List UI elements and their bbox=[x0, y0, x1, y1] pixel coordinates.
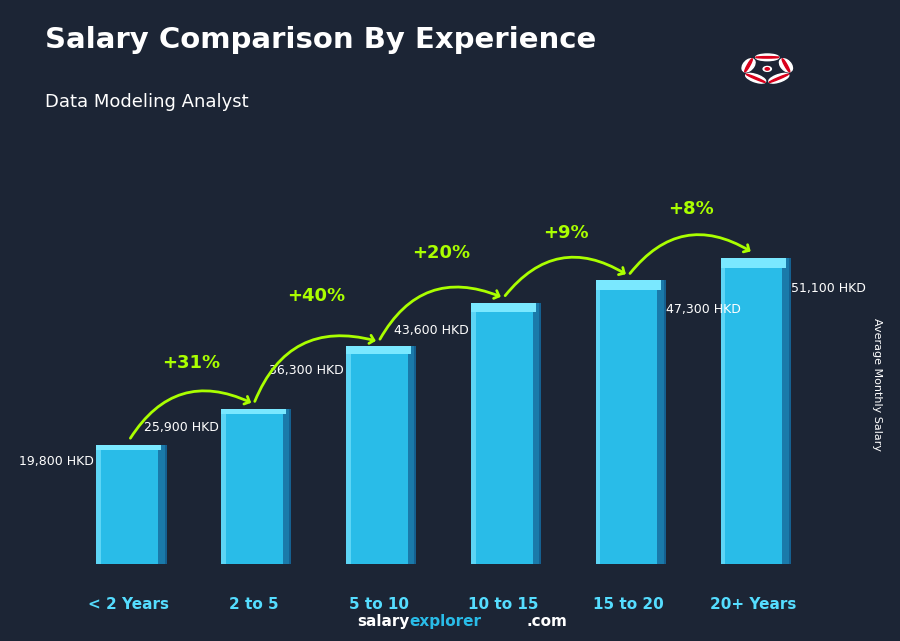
Bar bbox=[346, 346, 351, 564]
Bar bbox=[786, 258, 791, 564]
Text: 43,600 HKD: 43,600 HKD bbox=[393, 324, 469, 337]
Bar bbox=[96, 445, 101, 564]
Text: 47,300 HKD: 47,300 HKD bbox=[666, 303, 741, 316]
Ellipse shape bbox=[779, 59, 793, 72]
Ellipse shape bbox=[769, 74, 788, 83]
Text: 25,900 HKD: 25,900 HKD bbox=[144, 421, 219, 434]
Text: +20%: +20% bbox=[412, 244, 470, 262]
Ellipse shape bbox=[746, 74, 766, 83]
Text: salary: salary bbox=[357, 615, 410, 629]
Bar bbox=[221, 409, 286, 414]
Text: Average Monthly Salary: Average Monthly Salary bbox=[872, 318, 883, 451]
Circle shape bbox=[763, 67, 771, 71]
Bar bbox=[536, 303, 541, 564]
Ellipse shape bbox=[756, 54, 778, 61]
Bar bbox=[471, 303, 475, 564]
Bar bbox=[596, 281, 600, 564]
Bar bbox=[658, 281, 664, 564]
Bar bbox=[283, 409, 290, 564]
Bar bbox=[782, 258, 788, 564]
Bar bbox=[286, 409, 292, 564]
Text: 19,800 HKD: 19,800 HKD bbox=[19, 455, 94, 468]
Bar bbox=[221, 409, 226, 564]
Text: 10 to 15: 10 to 15 bbox=[468, 597, 539, 612]
Bar bbox=[721, 258, 725, 564]
Text: +40%: +40% bbox=[287, 287, 346, 304]
Text: 5 to 10: 5 to 10 bbox=[348, 597, 409, 612]
Bar bbox=[346, 346, 411, 564]
Circle shape bbox=[765, 68, 770, 70]
Ellipse shape bbox=[746, 74, 765, 82]
Bar bbox=[346, 346, 411, 354]
Bar bbox=[96, 445, 161, 449]
Bar bbox=[596, 281, 661, 564]
Text: +9%: +9% bbox=[543, 224, 589, 242]
Text: +31%: +31% bbox=[162, 354, 220, 372]
Bar bbox=[596, 281, 661, 290]
Bar bbox=[721, 258, 786, 269]
Text: +8%: +8% bbox=[668, 200, 714, 219]
Bar bbox=[161, 445, 166, 564]
Text: 20+ Years: 20+ Years bbox=[710, 597, 796, 612]
Ellipse shape bbox=[782, 59, 790, 72]
Bar bbox=[411, 346, 416, 564]
Text: explorer: explorer bbox=[410, 615, 482, 629]
Bar bbox=[158, 445, 165, 564]
Bar bbox=[661, 281, 666, 564]
Bar bbox=[471, 303, 536, 312]
Text: Salary Comparison By Experience: Salary Comparison By Experience bbox=[45, 26, 596, 54]
Ellipse shape bbox=[756, 56, 778, 58]
Ellipse shape bbox=[742, 59, 755, 72]
Ellipse shape bbox=[744, 59, 752, 72]
Bar bbox=[408, 346, 414, 564]
Ellipse shape bbox=[770, 74, 788, 82]
Text: 36,300 HKD: 36,300 HKD bbox=[269, 364, 344, 377]
Bar bbox=[96, 445, 161, 564]
Bar bbox=[221, 409, 286, 564]
Text: < 2 Years: < 2 Years bbox=[88, 597, 169, 612]
Bar bbox=[533, 303, 539, 564]
Text: 51,100 HKD: 51,100 HKD bbox=[790, 282, 866, 295]
Bar bbox=[471, 303, 536, 564]
Text: .com: .com bbox=[526, 615, 567, 629]
Bar bbox=[721, 258, 786, 564]
Text: 2 to 5: 2 to 5 bbox=[229, 597, 279, 612]
Text: 15 to 20: 15 to 20 bbox=[593, 597, 663, 612]
Text: Data Modeling Analyst: Data Modeling Analyst bbox=[45, 93, 248, 111]
